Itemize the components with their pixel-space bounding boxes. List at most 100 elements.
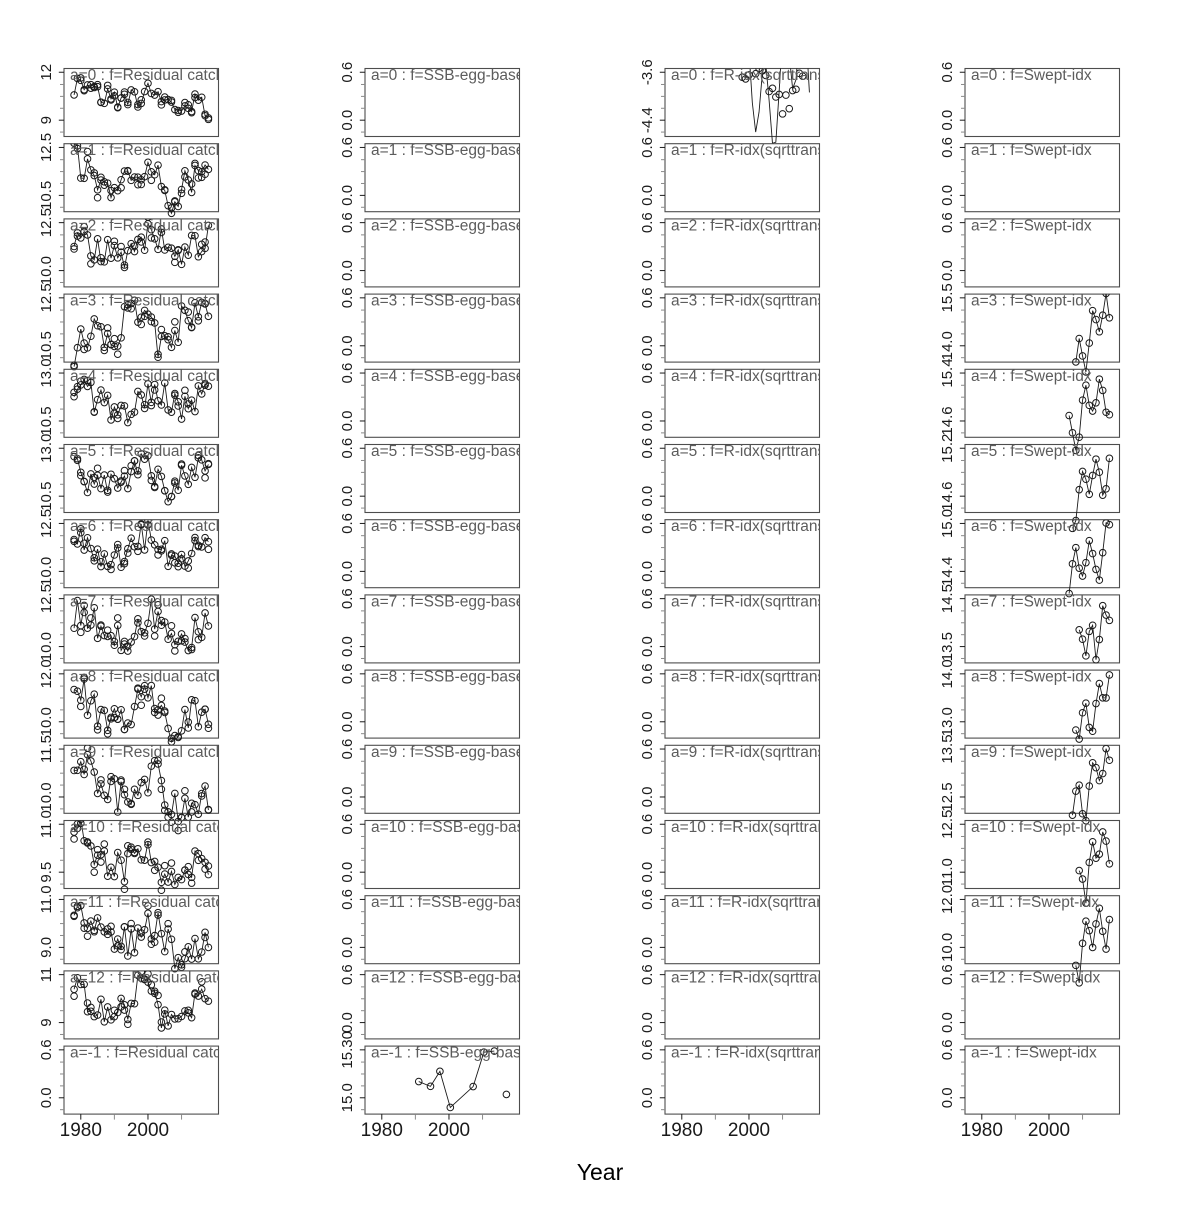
svg-text:0.0: 0.0 [639,711,656,732]
svg-text:15.0: 15.0 [339,1083,356,1112]
svg-text:0.6: 0.6 [339,137,356,158]
svg-text:0.6: 0.6 [639,588,656,609]
svg-text:a=7 : f=R-idx(sqrttrans): a=7 : f=R-idx(sqrttrans) [671,593,830,610]
svg-text:0.0: 0.0 [339,411,356,432]
svg-text:a=8 : f=Residual catch: a=8 : f=Residual catch [70,669,224,686]
svg-text:0.6: 0.6 [939,212,956,233]
svg-text:9: 9 [38,1018,55,1026]
svg-text:9: 9 [38,116,55,124]
svg-text:15.2: 15.2 [939,434,956,463]
svg-text:1980: 1980 [361,1120,403,1141]
svg-text:0.0: 0.0 [639,185,656,206]
svg-text:13.0: 13.0 [38,434,55,463]
svg-text:a=6 : f=Swept-idx: a=6 : f=Swept-idx [971,518,1092,535]
svg-text:0.0: 0.0 [639,411,656,432]
svg-text:a=0 : f=Swept-idx: a=0 : f=Swept-idx [971,67,1092,84]
svg-text:14.4: 14.4 [939,557,956,586]
svg-text:a=2 : f=R-idx(sqrttrans): a=2 : f=R-idx(sqrttrans) [671,217,830,234]
svg-text:12.5: 12.5 [38,208,55,237]
svg-text:0.0: 0.0 [339,937,356,958]
svg-text:0.6: 0.6 [339,889,356,910]
svg-text:a=6 : f=R-idx(sqrttrans): a=6 : f=R-idx(sqrttrans) [671,518,830,535]
svg-text:0.6: 0.6 [939,62,956,83]
svg-text:10.5: 10.5 [38,181,55,210]
svg-text:14.6: 14.6 [939,482,956,511]
svg-text:0.6: 0.6 [339,438,356,459]
svg-text:0.6: 0.6 [639,137,656,158]
svg-text:10.0: 10.0 [38,557,55,586]
svg-text:a=2 : f=Swept-idx: a=2 : f=Swept-idx [971,217,1092,234]
svg-text:0.6: 0.6 [339,588,356,609]
svg-text:a=5 : f=Residual catch: a=5 : f=Residual catch [70,443,224,460]
svg-text:0.6: 0.6 [639,212,656,233]
svg-text:0.6: 0.6 [639,739,656,760]
svg-text:-3.6: -3.6 [639,59,656,85]
svg-text:11.5: 11.5 [38,735,55,763]
svg-text:0.6: 0.6 [339,62,356,83]
svg-text:a=11 : f=R-idx(sqrttrans): a=11 : f=R-idx(sqrttrans) [671,894,838,911]
svg-text:a=2 : f=Residual catch: a=2 : f=Residual catch [70,217,224,234]
svg-text:0.6: 0.6 [339,739,356,760]
svg-text:11.0: 11.0 [939,858,956,886]
svg-text:10.5: 10.5 [38,406,55,435]
svg-text:0.6: 0.6 [939,1039,956,1060]
svg-text:13.5: 13.5 [939,734,956,763]
svg-text:a=11 : f=Residual catch: a=11 : f=Residual catch [70,894,232,911]
svg-text:0.0: 0.0 [339,862,356,883]
svg-text:1980: 1980 [661,1120,703,1141]
svg-text:12.5: 12.5 [38,283,55,312]
svg-text:a=10 : f=Swept-idx: a=10 : f=Swept-idx [971,819,1100,836]
svg-text:0.6: 0.6 [339,964,356,985]
svg-text:0.0: 0.0 [939,110,956,131]
svg-text:14.0: 14.0 [939,659,956,688]
svg-text:a=8 : f=R-idx(sqrttrans): a=8 : f=R-idx(sqrttrans) [671,669,830,686]
svg-text:Year: Year [577,1159,624,1185]
svg-text:a=-1 : f=R-idx(sqrttrans): a=-1 : f=R-idx(sqrttrans) [671,1045,836,1062]
svg-text:14.5: 14.5 [939,584,956,613]
svg-text:0.0: 0.0 [339,185,356,206]
svg-text:a=1 : f=R-idx(sqrttrans): a=1 : f=R-idx(sqrttrans) [671,142,830,159]
svg-text:0.6: 0.6 [939,964,956,985]
svg-text:0.0: 0.0 [339,1012,356,1033]
svg-text:13.5: 13.5 [939,632,956,661]
svg-text:10.0: 10.0 [939,933,956,962]
svg-text:2000: 2000 [428,1120,470,1141]
svg-text:0.0: 0.0 [339,260,356,281]
svg-text:0.6: 0.6 [339,363,356,384]
svg-text:a=0 : f=R-idx(sqrttrans): a=0 : f=R-idx(sqrttrans) [671,67,830,84]
svg-text:a=12 : f=Residual catch: a=12 : f=Residual catch [70,969,233,986]
svg-text:0.0: 0.0 [639,862,656,883]
svg-text:a=4 : f=R-idx(sqrttrans): a=4 : f=R-idx(sqrttrans) [671,368,830,385]
svg-text:a=6 : f=Residual catch: a=6 : f=Residual catch [70,518,224,535]
svg-text:a=12 : f=Swept-idx: a=12 : f=Swept-idx [971,969,1100,986]
svg-text:2000: 2000 [1028,1120,1070,1141]
svg-text:a=7 : f=Residual catch: a=7 : f=Residual catch [70,593,224,610]
svg-text:a=9 : f=Residual catch: a=9 : f=Residual catch [70,744,224,761]
svg-text:a=0 : f=Residual catch: a=0 : f=Residual catch [70,67,224,84]
svg-text:0.0: 0.0 [639,1012,656,1033]
svg-text:a=12 : f=R-idx(sqrttrans): a=12 : f=R-idx(sqrttrans) [671,969,839,986]
svg-text:12.5: 12.5 [939,782,956,811]
svg-text:0.0: 0.0 [639,636,656,657]
svg-text:a=3 : f=Swept-idx: a=3 : f=Swept-idx [971,293,1092,310]
svg-text:0.0: 0.0 [639,260,656,281]
svg-text:a=10 : f=R-idx(sqrttrans): a=10 : f=R-idx(sqrttrans) [671,819,839,836]
svg-text:a=4 : f=Residual catch: a=4 : f=Residual catch [70,368,224,385]
svg-text:0.0: 0.0 [639,787,656,808]
svg-text:15.4: 15.4 [939,358,956,387]
svg-text:1980: 1980 [60,1120,102,1141]
svg-text:a=5 : f=Swept-idx: a=5 : f=Swept-idx [971,443,1092,460]
svg-text:0.6: 0.6 [639,363,656,384]
svg-text:0.0: 0.0 [939,185,956,206]
svg-text:0.0: 0.0 [639,1087,656,1108]
svg-text:0.6: 0.6 [339,287,356,308]
svg-text:9.0: 9.0 [38,937,55,958]
svg-text:0.0: 0.0 [339,636,356,657]
svg-text:0.6: 0.6 [639,1039,656,1060]
svg-text:0.0: 0.0 [639,335,656,356]
svg-text:0.6: 0.6 [339,212,356,233]
svg-text:a=9 : f=R-idx(sqrttrans): a=9 : f=R-idx(sqrttrans) [671,744,830,761]
svg-text:10.0: 10.0 [38,782,55,811]
svg-text:10.0: 10.0 [38,707,55,736]
svg-text:a=1 : f=Residual catch: a=1 : f=Residual catch [70,142,224,159]
